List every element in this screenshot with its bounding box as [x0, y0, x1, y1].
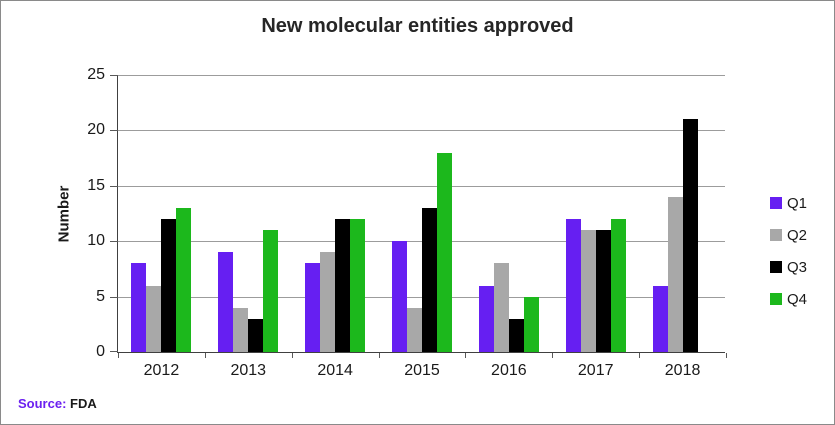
bar-group-2014: [292, 76, 379, 352]
bar-2018-q3: [682, 119, 698, 352]
bar-2015-q2: [406, 308, 422, 352]
bar-2014-q4: [350, 219, 366, 352]
bar-2012-q2: [146, 286, 162, 352]
bar-group-2018: [639, 76, 726, 352]
legend-label-q4: Q4: [787, 290, 808, 308]
gridline-10: [118, 241, 725, 243]
legend-swatch-q3: [770, 261, 782, 273]
x-tick-2: [292, 353, 293, 358]
x-tick-7: [726, 353, 727, 358]
y-axis-label: Number: [55, 185, 73, 243]
bar-2015-q3: [421, 208, 437, 352]
y-tick-10: [110, 241, 118, 243]
bar-2016-q2: [493, 263, 509, 352]
source-note: Source: FDA: [18, 396, 97, 411]
bar-2014-q3: [335, 219, 351, 352]
legend: Q1 Q2 Q3 Q4: [770, 195, 807, 323]
bar-2016-q1: [478, 286, 494, 352]
source-label: Source:: [18, 396, 67, 411]
bar-2015-q4: [436, 153, 452, 352]
bar-2017-q3: [595, 230, 611, 352]
x-category-label-2013: 2013: [230, 362, 267, 379]
y-tick-5: [110, 296, 118, 298]
legend-swatch-q4: [770, 293, 782, 305]
bar-group-2013: [205, 76, 292, 352]
x-category-label-2016: 2016: [491, 362, 527, 379]
gridline-25: [118, 75, 725, 76]
bar-2017-q2: [580, 230, 596, 352]
y-tick-25: [110, 75, 118, 76]
y-tick-label-25: 25: [87, 66, 105, 83]
legend-label-q1: Q1: [787, 194, 808, 212]
bar-2012-q1: [131, 263, 147, 352]
gridline-5: [118, 296, 725, 298]
x-category-label-2012: 2012: [143, 362, 180, 379]
x-category-label-2014: 2014: [317, 362, 353, 379]
bar-2014-q1: [305, 263, 321, 352]
legend-swatch-q1: [770, 197, 782, 209]
bar-2014-q2: [320, 252, 336, 352]
y-tick-15: [110, 185, 118, 187]
x-tick-3: [379, 353, 380, 358]
legend-swatch-q2: [770, 229, 782, 241]
bar-2016-q4: [523, 297, 539, 352]
y-tick-label-10: 10: [87, 232, 105, 250]
x-category-label-2018: 2018: [664, 362, 701, 379]
legend-label-q2: Q2: [787, 226, 808, 244]
bar-2012-q4: [176, 208, 192, 352]
legend-item-q3: Q3: [770, 258, 808, 276]
legend-item-q2: Q2: [770, 226, 808, 244]
bar-2015-q1: [391, 241, 407, 352]
x-tick-0: [118, 353, 119, 358]
x-tick-4: [465, 353, 466, 358]
plot-area: 0 5 10 15 20 25 2012 2013 2014 2015 2016 2017 2018: [87, 66, 727, 379]
y-tick-label-5: 5: [96, 287, 105, 305]
y-tick-0: [110, 351, 118, 352]
legend-label-q3: Q3: [787, 258, 808, 276]
bar-2017-q1: [565, 219, 581, 352]
bar-2017-q4: [610, 219, 626, 352]
legend-item-q1: Q1: [770, 194, 808, 212]
y-tick-label-15: 15: [87, 176, 105, 194]
x-tick-6: [639, 353, 640, 358]
y-tick-label-0: 0: [96, 343, 105, 360]
y-tick-label-20: 20: [87, 121, 105, 139]
gridline-15: [118, 185, 725, 187]
bar-2018-q2: [667, 197, 683, 352]
x-category-label-2015: 2015: [404, 362, 440, 379]
bar-group-2015: [379, 76, 466, 352]
bar-2013-q4: [263, 230, 279, 352]
bar-2018-q1: [652, 286, 668, 352]
bar-2013-q1: [218, 252, 234, 352]
bar-2013-q3: [248, 319, 264, 352]
x-tick-5: [552, 353, 553, 358]
bar-group-2012: [118, 76, 205, 352]
gridline-20: [118, 130, 725, 132]
bar-2016-q3: [508, 319, 524, 352]
legend-item-q4: Q4: [770, 290, 808, 308]
bar-2013-q2: [233, 308, 249, 352]
bar-group-2017: [552, 76, 639, 352]
chart-title: New molecular entities approved: [261, 15, 574, 37]
source-value: FDA: [70, 396, 97, 411]
bar-group-2016: [465, 76, 552, 352]
y-tick-20: [110, 130, 118, 132]
x-tick-1: [205, 353, 206, 358]
bar-2012-q3: [161, 219, 177, 352]
x-category-label-2017: 2017: [577, 362, 614, 379]
